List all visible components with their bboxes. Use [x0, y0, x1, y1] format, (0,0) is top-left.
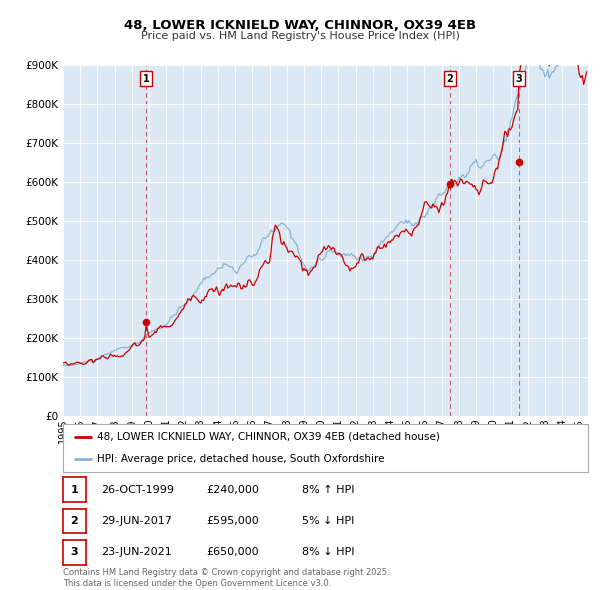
Text: 8% ↑ HPI: 8% ↑ HPI — [302, 485, 354, 494]
Text: £595,000: £595,000 — [206, 516, 259, 526]
Text: 2: 2 — [71, 516, 78, 526]
Text: Price paid vs. HM Land Registry's House Price Index (HPI): Price paid vs. HM Land Registry's House … — [140, 31, 460, 41]
Text: 2: 2 — [447, 74, 454, 84]
Text: 26-OCT-1999: 26-OCT-1999 — [101, 485, 174, 494]
Text: 48, LOWER ICKNIELD WAY, CHINNOR, OX39 4EB: 48, LOWER ICKNIELD WAY, CHINNOR, OX39 4E… — [124, 19, 476, 32]
Text: 1: 1 — [71, 485, 78, 494]
Text: 8% ↓ HPI: 8% ↓ HPI — [302, 548, 354, 557]
Text: 3: 3 — [515, 74, 522, 84]
Text: 5% ↓ HPI: 5% ↓ HPI — [302, 516, 354, 526]
Text: 29-JUN-2017: 29-JUN-2017 — [101, 516, 172, 526]
Text: HPI: Average price, detached house, South Oxfordshire: HPI: Average price, detached house, Sout… — [97, 454, 385, 464]
Text: £650,000: £650,000 — [206, 548, 259, 557]
Text: 48, LOWER ICKNIELD WAY, CHINNOR, OX39 4EB (detached house): 48, LOWER ICKNIELD WAY, CHINNOR, OX39 4E… — [97, 432, 440, 442]
Text: 23-JUN-2021: 23-JUN-2021 — [101, 548, 172, 557]
Text: 1: 1 — [143, 74, 149, 84]
Text: Contains HM Land Registry data © Crown copyright and database right 2025.
This d: Contains HM Land Registry data © Crown c… — [63, 568, 389, 588]
Text: 3: 3 — [71, 548, 78, 557]
Text: £240,000: £240,000 — [206, 485, 259, 494]
